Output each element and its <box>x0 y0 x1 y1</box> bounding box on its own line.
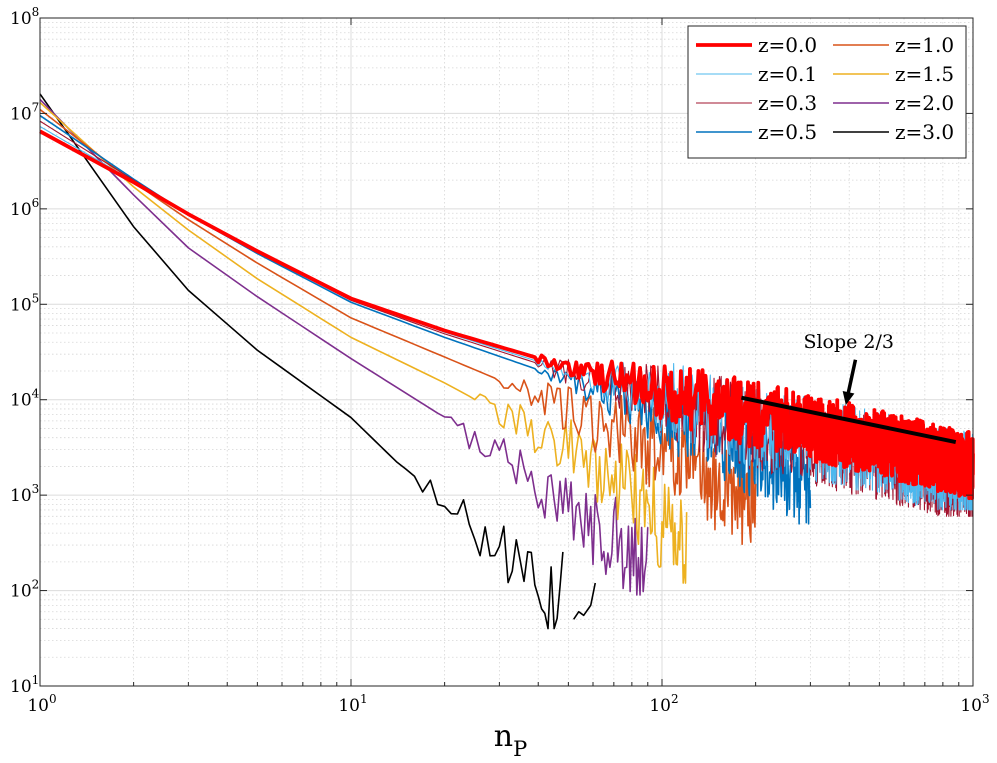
x-tick-label: 100 <box>27 692 56 716</box>
legend: z=0.0 z=0.1 z=0.3 z=0.5 z=1.0 z=1.5 z=2.0 z=3.0 <box>687 25 967 159</box>
y-tick-label-exponent: 8 <box>32 5 40 19</box>
y-tick-label-exponent: 1 <box>32 673 40 687</box>
slope-reference-line <box>740 395 957 445</box>
x-tick-label-base: 10 <box>338 696 360 716</box>
x-tick-label: 102 <box>649 692 678 716</box>
y-tick-label-exponent: 2 <box>32 578 40 592</box>
legend-label: z=0.1 <box>758 62 817 86</box>
minor-grid <box>40 18 973 686</box>
y-tick-label-exponent: 7 <box>32 100 40 114</box>
x-tick-label-base: 10 <box>27 696 49 716</box>
x-tick-label-exponent: 1 <box>360 692 368 706</box>
y-tick-label-base: 10 <box>10 295 32 315</box>
series-line-z=1.5 <box>39 101 688 584</box>
series-line-z=1.0 <box>39 108 757 546</box>
slope-arrow-head <box>842 391 855 406</box>
y-tick-label-base: 10 <box>10 582 32 602</box>
x-axis-label: nP <box>494 719 527 758</box>
legend-label: z=0.3 <box>758 91 817 115</box>
x-tick-label-exponent: 0 <box>49 692 57 706</box>
y-tick-label-exponent: 4 <box>32 387 40 401</box>
series-line-z=3.0 <box>39 93 564 630</box>
series-line-z=0.0 <box>39 129 975 501</box>
y-tick-label: 103 <box>10 482 39 506</box>
x-tick-label-base: 10 <box>960 696 982 716</box>
y-tick-label-base: 10 <box>10 104 32 124</box>
y-tick-label: 104 <box>10 387 40 411</box>
series-line-z=2.0 <box>39 98 649 596</box>
legend-label: z=0.5 <box>758 120 817 144</box>
legend-box <box>687 25 967 159</box>
y-tick-label-exponent: 5 <box>32 291 40 305</box>
y-tick-label-base: 10 <box>10 9 32 29</box>
y-tick-label: 106 <box>10 196 39 220</box>
legend-label: z=0.0 <box>758 33 817 57</box>
axis-labels: nP <box>494 719 527 761</box>
y-tick-label-base: 10 <box>10 200 32 220</box>
y-tick-label: 107 <box>10 100 39 124</box>
slope-annotation-label: Slope 2/3 <box>803 331 894 353</box>
y-tick-label-exponent: 3 <box>32 482 40 496</box>
x-axis-label-main: n <box>494 719 513 754</box>
x-axis-label-subscript: P <box>513 737 527 758</box>
x-tick-label: 101 <box>338 692 367 716</box>
x-tick-label-exponent: 3 <box>982 692 990 706</box>
series-line-segment <box>573 582 597 620</box>
y-tick-label: 105 <box>10 291 39 315</box>
series-layer <box>39 93 975 630</box>
x-tick-label: 103 <box>960 692 989 716</box>
y-tick-label: 108 <box>10 5 39 29</box>
annotation-layer: Slope 2/3 <box>740 331 957 445</box>
x-tick-label-exponent: 2 <box>671 692 679 706</box>
slope-arrow-shaft <box>846 359 858 396</box>
x-tick-label-base: 10 <box>649 696 671 716</box>
y-tick-label: 102 <box>10 578 39 602</box>
y-tick-label-base: 10 <box>10 391 32 411</box>
plot-frame <box>39 17 974 687</box>
y-tick-label-base: 10 <box>10 486 32 506</box>
legend-label: z=1.5 <box>895 62 954 86</box>
y-tick-label-exponent: 6 <box>32 196 40 210</box>
legend-label: z=3.0 <box>895 120 954 144</box>
legend-label: z=2.0 <box>895 91 954 115</box>
y-tick-label-base: 10 <box>10 677 32 697</box>
legend-label: z=1.0 <box>895 33 954 57</box>
y-tick-label: 101 <box>10 673 39 697</box>
